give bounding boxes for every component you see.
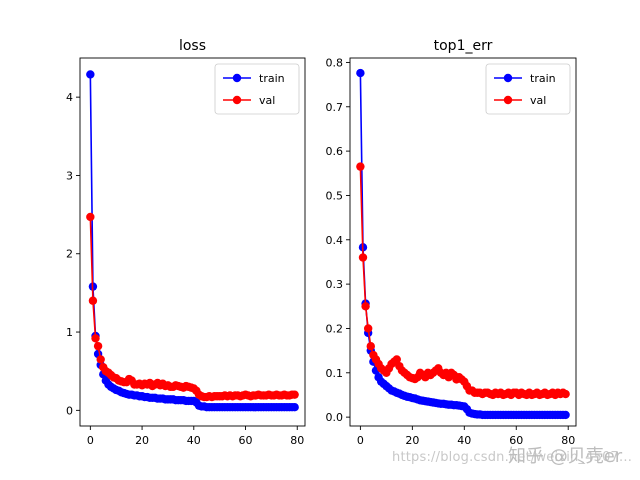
watermark-brand: 知乎 @贝壳er [508, 446, 623, 467]
data-point-val [86, 212, 95, 222]
data-point-train [86, 70, 95, 79]
data-point-val [358, 253, 368, 262]
data-point-val [363, 324, 373, 333]
y-tick-label: 0.1 [326, 367, 344, 380]
y-tick-label: 1 [66, 326, 73, 339]
x-tick-label: 40 [187, 434, 201, 447]
subplots: loss 0 20 40 60 80 0 1 2 3 4 train val top1_err 0 20 40 6… [66, 38, 577, 447]
data-point-val [93, 341, 103, 351]
series-val [86, 212, 299, 402]
chart-title: loss [179, 38, 206, 54]
y-tick-label: 4 [66, 91, 73, 104]
series-val [356, 162, 570, 400]
data-point-val [88, 296, 98, 305]
y-tick-label: 0.4 [326, 234, 344, 247]
y-tick-label: 2 [66, 248, 73, 261]
legend-label-val: val [259, 94, 275, 107]
x-tick-label: 60 [239, 434, 253, 447]
legend-marker-train [503, 73, 513, 83]
legend-label-val: val [530, 94, 546, 107]
watermark-url: https://blog.csdn.net/weixin_4507... [392, 450, 633, 465]
legend-marker-val [232, 95, 242, 105]
y-tick-label: 0.0 [326, 411, 344, 424]
series-train [356, 68, 570, 420]
data-point-val [361, 302, 370, 311]
x-tick-label: 60 [509, 434, 523, 447]
legend: train val [214, 63, 300, 115]
axes-frame [349, 57, 577, 427]
legend-box [214, 63, 300, 115]
x-tick-label: 40 [457, 434, 471, 447]
y-tick-label: 0.3 [326, 278, 344, 291]
data-point-val [356, 162, 365, 171]
y-tick-label: 0.5 [326, 189, 344, 202]
legend-marker-train [232, 73, 242, 83]
x-tick-label: 0 [87, 434, 94, 447]
legend-marker-val [503, 95, 513, 105]
y-tick-label: 0.8 [326, 56, 344, 69]
data-point-val [91, 334, 100, 343]
data-point-train [561, 410, 570, 420]
axes-frame [79, 57, 306, 427]
y-tick-label: 0.6 [326, 145, 344, 158]
y-tick-label: 0.2 [326, 322, 344, 335]
x-tick-label: 20 [135, 434, 149, 447]
chart-title: top1_err [434, 38, 493, 54]
legend: train val [485, 63, 571, 115]
data-point-train [290, 403, 299, 412]
data-point-val [290, 390, 299, 399]
data-point-val [366, 341, 375, 351]
data-point-val [392, 355, 401, 364]
data-point-val [561, 389, 570, 399]
subplot-top1-err: top1_err 0 20 40 60 80 0.0 0.1 0.2 0.3 0.4 0.5 0.6 0.… [326, 38, 577, 447]
x-tick-label: 20 [405, 434, 419, 447]
y-tick-label: 0.7 [326, 101, 344, 114]
x-tick-label: 80 [561, 434, 575, 447]
x-tick-label: 80 [290, 434, 304, 447]
legend-label-train: train [259, 72, 285, 85]
y-tick-label: 0 [66, 404, 73, 417]
legend-box [485, 63, 571, 115]
legend-label-train: train [530, 72, 556, 85]
x-tick-label: 0 [357, 434, 364, 447]
data-point-val [96, 355, 105, 364]
data-point-train [356, 68, 365, 78]
y-tick-label: 3 [66, 169, 73, 182]
subplot-loss: loss 0 20 40 60 80 0 1 2 3 4 train val [66, 38, 306, 447]
